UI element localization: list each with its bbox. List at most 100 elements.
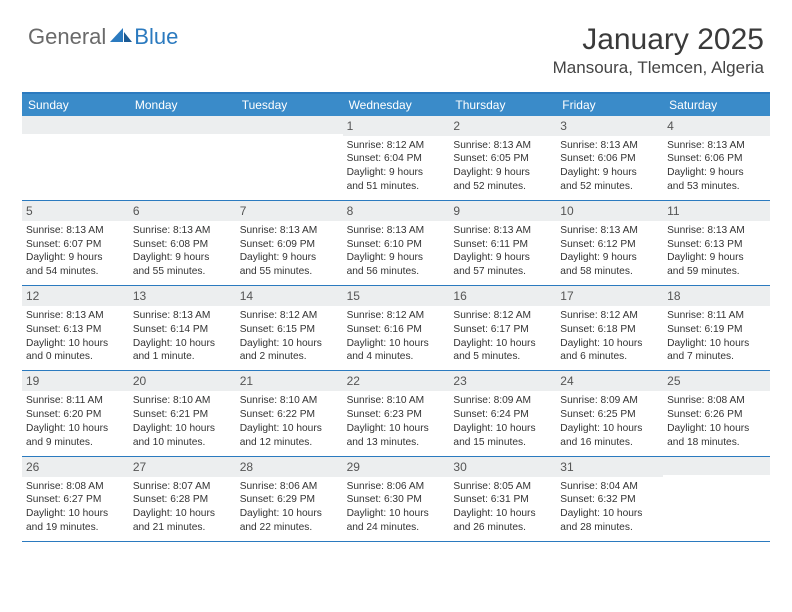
- sunset-text: Sunset: 6:27 PM: [26, 493, 125, 507]
- day-number: 8: [343, 201, 450, 221]
- dl1-text: Daylight: 10 hours: [133, 422, 232, 436]
- day-number: 5: [22, 201, 129, 221]
- sunrise-text: Sunrise: 8:13 AM: [347, 224, 446, 238]
- logo: General Blue: [28, 24, 178, 50]
- sunrise-text: Sunrise: 8:08 AM: [667, 394, 766, 408]
- day-number: 13: [129, 286, 236, 306]
- sunrise-text: Sunrise: 8:13 AM: [26, 224, 125, 238]
- sunrise-text: Sunrise: 8:13 AM: [453, 224, 552, 238]
- dow-wednesday: Wednesday: [343, 94, 450, 116]
- day-cell: 13Sunrise: 8:13 AMSunset: 6:14 PMDayligh…: [129, 286, 236, 370]
- day-number: 4: [663, 116, 770, 136]
- dow-tuesday: Tuesday: [236, 94, 343, 116]
- day-cell: 29Sunrise: 8:06 AMSunset: 6:30 PMDayligh…: [343, 457, 450, 541]
- sunset-text: Sunset: 6:09 PM: [240, 238, 339, 252]
- dl1-text: Daylight: 10 hours: [453, 422, 552, 436]
- dl2-text: and 55 minutes.: [240, 265, 339, 279]
- dow-thursday: Thursday: [449, 94, 556, 116]
- sunset-text: Sunset: 6:12 PM: [560, 238, 659, 252]
- sunset-text: Sunset: 6:10 PM: [347, 238, 446, 252]
- dl2-text: and 18 minutes.: [667, 436, 766, 450]
- sunrise-text: Sunrise: 8:13 AM: [133, 224, 232, 238]
- day-cell: 8 Sunrise: 8:13 AMSunset: 6:10 PMDaylight…: [343, 201, 450, 285]
- dl1-text: Daylight: 10 hours: [133, 507, 232, 521]
- dl1-text: Daylight: 10 hours: [560, 422, 659, 436]
- sunset-text: Sunset: 6:14 PM: [133, 323, 232, 337]
- dl2-text: and 5 minutes.: [453, 350, 552, 364]
- sunset-text: Sunset: 6:18 PM: [560, 323, 659, 337]
- day-cell: 11Sunrise: 8:13 AMSunset: 6:13 PMDayligh…: [663, 201, 770, 285]
- dl1-text: Daylight: 9 hours: [26, 251, 125, 265]
- dl2-text: and 56 minutes.: [347, 265, 446, 279]
- dl1-text: Daylight: 9 hours: [347, 251, 446, 265]
- day-number: 12: [22, 286, 129, 306]
- day-cell: 23Sunrise: 8:09 AMSunset: 6:24 PMDayligh…: [449, 371, 556, 455]
- sunrise-text: Sunrise: 8:10 AM: [133, 394, 232, 408]
- sunset-text: Sunset: 6:30 PM: [347, 493, 446, 507]
- week-row: 26 Sunrise: 8:08 AMSunset: 6:27 PM Dayligh…: [22, 457, 770, 542]
- sunset-text: Sunset: 6:06 PM: [667, 152, 766, 166]
- sunrise-text: Sunrise: 8:12 AM: [453, 309, 552, 323]
- day-cell: 18Sunrise: 8:11 AMSunset: 6:19 PMDayligh…: [663, 286, 770, 370]
- sunrise-text: Sunrise: 8:13 AM: [26, 309, 125, 323]
- sunrise-text: Sunrise: 8:08 AM: [26, 480, 125, 494]
- sunrise-text: Sunrise: 8:09 AM: [453, 394, 552, 408]
- day-number-empty: [22, 116, 129, 134]
- sunrise-text: Sunrise: 8:11 AM: [26, 394, 125, 408]
- dl1-text: Daylight: 10 hours: [133, 337, 232, 351]
- dl2-text: and 13 minutes.: [347, 436, 446, 450]
- dl2-text: and 51 minutes.: [347, 180, 446, 194]
- dl1-text: Daylight: 9 hours: [667, 251, 766, 265]
- day-number: 1: [343, 116, 450, 136]
- day-number: 17: [556, 286, 663, 306]
- dl1-text: Daylight: 9 hours: [560, 166, 659, 180]
- week-row: 1Sunrise: 8:12 AMSunset: 6:04 PMDaylight…: [22, 116, 770, 201]
- title-block: January 2025 Mansoura, Tlemcen, Algeria: [553, 24, 764, 78]
- dl1-text: Daylight: 10 hours: [667, 422, 766, 436]
- sunset-text: Sunset: 6:26 PM: [667, 408, 766, 422]
- dl1-text: Daylight: 10 hours: [347, 507, 446, 521]
- day-cell: 12Sunrise: 8:13 AMSunset: 6:13 PMDayligh…: [22, 286, 129, 370]
- day-number-empty: [129, 116, 236, 134]
- dl2-text: and 0 minutes.: [26, 350, 125, 364]
- dow-friday: Friday: [556, 94, 663, 116]
- day-cell: 20Sunrise: 8:10 AMSunset: 6:21 PMDayligh…: [129, 371, 236, 455]
- dl1-text: Daylight: 9 hours: [667, 166, 766, 180]
- dl1-text: Daylight: 10 hours: [453, 507, 552, 521]
- page-header: General Blue January 2025 Mansoura, Tlem…: [0, 0, 792, 84]
- day-number-empty: [236, 116, 343, 134]
- dl2-text: and 52 minutes.: [453, 180, 552, 194]
- calendar: Sunday Monday Tuesday Wednesday Thursday…: [22, 92, 770, 542]
- location-subtitle: Mansoura, Tlemcen, Algeria: [553, 58, 764, 78]
- day-number: 26: [22, 457, 129, 477]
- day-number: 28: [236, 457, 343, 477]
- day-cell: 17Sunrise: 8:12 AMSunset: 6:18 PMDayligh…: [556, 286, 663, 370]
- sunrise-text: Sunrise: 8:06 AM: [347, 480, 446, 494]
- sunset-text: Sunset: 6:19 PM: [667, 323, 766, 337]
- dl2-text: and 28 minutes.: [560, 521, 659, 535]
- dl2-text: and 2 minutes.: [240, 350, 339, 364]
- sunset-text: Sunset: 6:08 PM: [133, 238, 232, 252]
- day-cell: 15Sunrise: 8:12 AMSunset: 6:16 PMDayligh…: [343, 286, 450, 370]
- dl1-text: Daylight: 10 hours: [347, 337, 446, 351]
- logo-sail-icon: [110, 28, 132, 49]
- day-cell: 26Sunrise: 8:08 AMSunset: 6:27 PMDayligh…: [22, 457, 129, 541]
- sunset-text: Sunset: 6:13 PM: [26, 323, 125, 337]
- day-cell: 27Sunrise: 8:07 AMSunset: 6:28 PMDayligh…: [129, 457, 236, 541]
- day-cell: 21Sunrise: 8:10 AMSunset: 6:22 PMDayligh…: [236, 371, 343, 455]
- dl2-text: and 57 minutes.: [453, 265, 552, 279]
- dl2-text: and 26 minutes.: [453, 521, 552, 535]
- day-number: 10: [556, 201, 663, 221]
- sunrise-text: Sunrise: 8:10 AM: [347, 394, 446, 408]
- dl1-text: Daylight: 9 hours: [560, 251, 659, 265]
- dl1-text: Daylight: 9 hours: [240, 251, 339, 265]
- dl1-text: Daylight: 10 hours: [347, 422, 446, 436]
- day-cell: 22Sunrise: 8:10 AMSunset: 6:23 PMDayligh…: [343, 371, 450, 455]
- dl2-text: and 1 minute.: [133, 350, 232, 364]
- sunrise-text: Sunrise: 8:12 AM: [347, 309, 446, 323]
- sunrise-text: Sunrise: 8:09 AM: [560, 394, 659, 408]
- dl2-text: and 15 minutes.: [453, 436, 552, 450]
- day-number: 23: [449, 371, 556, 391]
- sunrise-text: Sunrise: 8:13 AM: [240, 224, 339, 238]
- sunrise-text: Sunrise: 8:10 AM: [240, 394, 339, 408]
